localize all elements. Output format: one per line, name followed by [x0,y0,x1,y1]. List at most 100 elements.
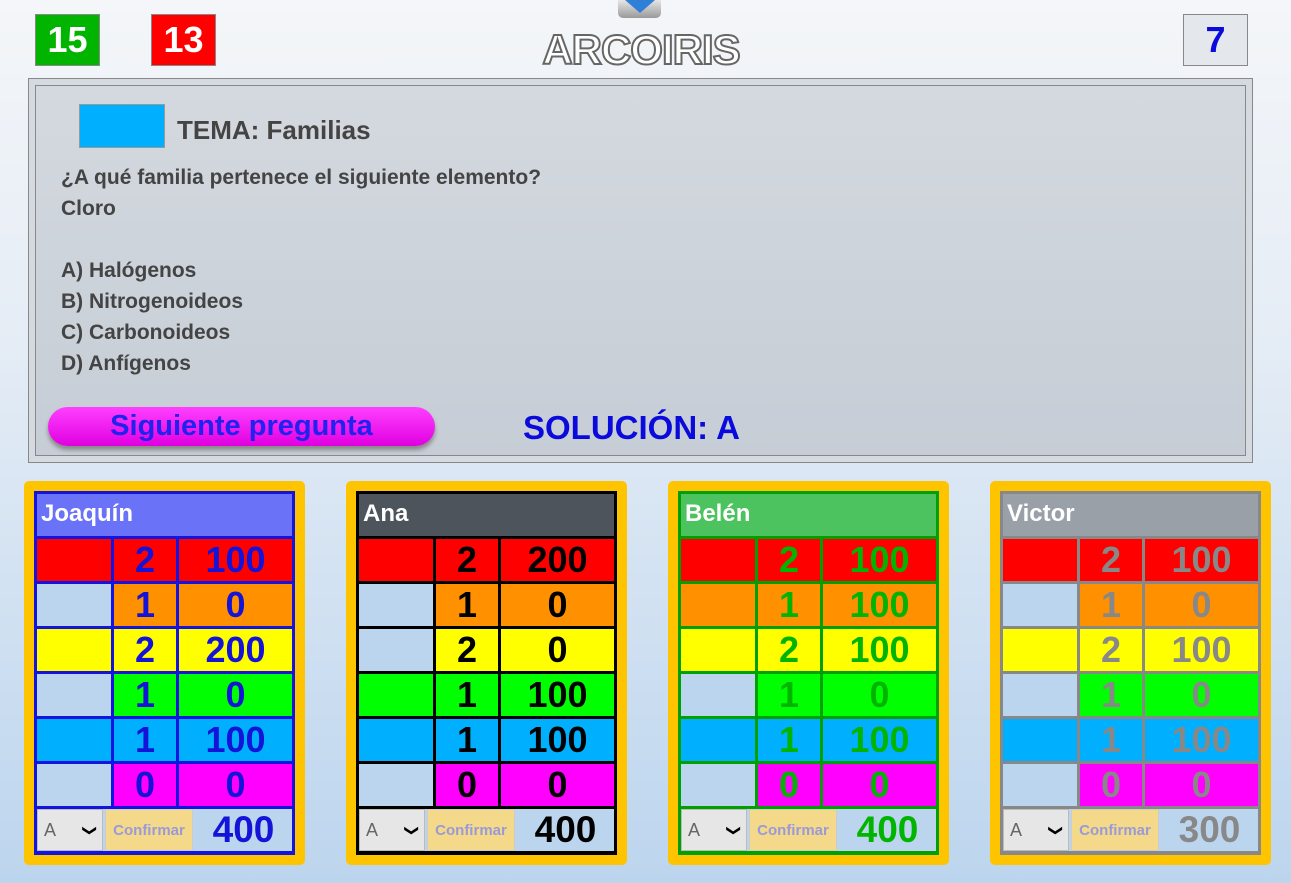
toggle-button[interactable] [618,0,661,18]
player-name: Victor [1003,494,1258,536]
points-cell: 0 [179,584,292,626]
color-row-green: 1 100 [359,674,614,716]
color-row-orange: 1 0 [1003,584,1258,626]
count-cell: 1 [1080,674,1142,716]
points-cell: 0 [179,674,292,716]
answer-select[interactable]: A ❯ [359,809,425,851]
selected-answer: A [366,819,379,840]
count-cell: 1 [1080,584,1142,626]
color-status-cell [681,764,755,806]
answer-row: A ❯ Confirmar 400 [37,809,292,851]
question-prompt: ¿A qué familia pertenece el siguiente el… [61,166,542,189]
count-cell: 2 [1080,629,1142,671]
count-cell: 1 [758,719,820,761]
points-cell: 100 [823,539,936,581]
chevron-down-icon: ❯ [82,824,99,836]
answer-select[interactable]: A ❯ [681,809,747,851]
color-row-green: 1 0 [37,674,292,716]
color-status-cell [359,764,433,806]
chevron-down-icon: ❯ [726,824,743,836]
points-cell: 100 [179,719,292,761]
color-status-cell [37,764,111,806]
points-cell: 100 [823,629,936,671]
color-status-cell [359,629,433,671]
confirm-button[interactable]: Confirmar [749,809,837,851]
confirm-button[interactable]: Confirmar [105,809,193,851]
points-cell: 200 [179,629,292,671]
count-cell: 0 [114,764,176,806]
points-cell: 100 [501,674,614,716]
game-title: ARCOIRIS [541,25,741,74]
selected-answer: A [44,819,57,840]
count-cell: 0 [436,764,498,806]
player-name: Ana [359,494,614,536]
color-status-cell [359,719,433,761]
option-b: B) Nitrogenoideos [61,290,243,313]
points-cell: 100 [501,719,614,761]
option-d: D) Anfígenos [61,352,191,375]
color-status-cell [1003,674,1077,716]
count-cell: 1 [758,584,820,626]
color-status-cell [359,674,433,716]
count-cell: 2 [1080,539,1142,581]
color-status-cell [37,539,111,581]
topic-color-swatch [79,104,165,148]
color-status-cell [1003,539,1077,581]
points-cell: 0 [823,764,936,806]
confirm-button[interactable]: Confirmar [1071,809,1159,851]
caret-down-icon [624,0,655,13]
player-total: 300 [1178,809,1241,850]
points-cell: 100 [1145,539,1258,581]
answer-row: A ❯ Confirmar 400 [359,809,614,851]
color-status-cell [37,584,111,626]
color-row-blue: 1 100 [1003,719,1258,761]
color-status-cell [1003,764,1077,806]
color-status-cell [37,719,111,761]
selected-answer: A [1010,819,1023,840]
count-cell: 1 [436,719,498,761]
confirm-button[interactable]: Confirmar [427,809,515,851]
question-panel: TEMA: Familias ¿A qué familia pertenece … [28,78,1253,463]
color-status-cell [1003,719,1077,761]
player-name: Joaquín [37,494,292,536]
count-cell: 1 [114,584,176,626]
color-row-yellow: 2 200 [37,629,292,671]
count-cell: 2 [436,539,498,581]
count-cell: 1 [1080,719,1142,761]
points-cell: 200 [501,539,614,581]
count-cell: 2 [114,539,176,581]
count-cell: 1 [114,674,176,716]
color-status-cell [1003,629,1077,671]
color-status-cell [681,584,755,626]
next-question-button[interactable]: Siguiente pregunta [48,407,435,446]
answer-row: A ❯ Confirmar 300 [1003,809,1258,851]
answer-select[interactable]: A ❯ [37,809,103,851]
color-status-cell [681,539,755,581]
count-cell: 1 [436,674,498,716]
color-status-cell [681,629,755,671]
question-element: Cloro [61,197,116,220]
color-row-blue: 1 100 [359,719,614,761]
color-status-cell [681,674,755,716]
points-cell: 0 [1145,764,1258,806]
color-row-magenta: 0 0 [359,764,614,806]
points-cell: 0 [823,674,936,716]
player-card: Victor 2 100 1 0 2 100 1 0 1 100 0 0 A ❯ … [990,481,1271,865]
color-row-magenta: 0 0 [681,764,936,806]
points-cell: 0 [1145,584,1258,626]
count-cell: 1 [114,719,176,761]
color-status-cell [37,629,111,671]
solution-text: SOLUCIÓN: A [523,409,740,446]
color-row-green: 1 0 [681,674,936,716]
points-cell: 0 [1145,674,1258,716]
player-name: Belén [681,494,936,536]
color-status-cell [681,719,755,761]
chevron-down-icon: ❯ [404,824,421,836]
count-cell: 1 [436,584,498,626]
count-cell: 2 [436,629,498,671]
color-row-orange: 1 100 [681,584,936,626]
color-row-orange: 1 0 [37,584,292,626]
answer-select[interactable]: A ❯ [1003,809,1069,851]
player-total: 400 [212,809,275,850]
player-card: Ana 2 200 1 0 2 0 1 100 1 100 0 0 A ❯ Con… [346,481,627,865]
